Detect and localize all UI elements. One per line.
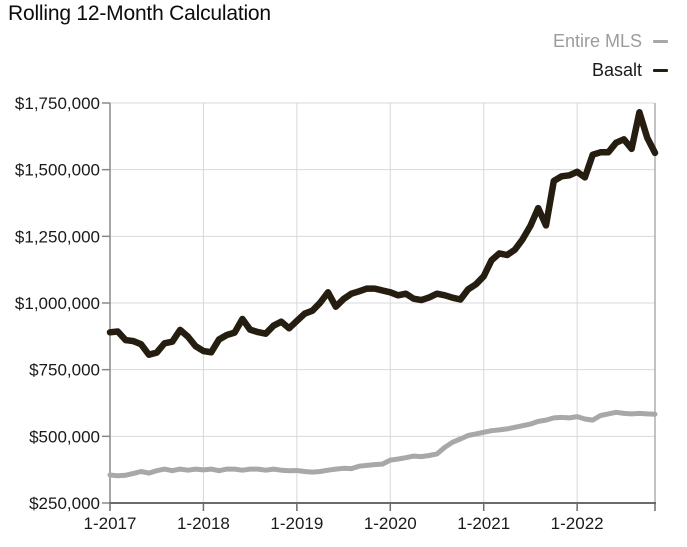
legend-item-entire-mls: Entire MLS [553,29,668,53]
y-tick-label: $1,000,000 [15,294,100,313]
chart-title: Rolling 12-Month Calculation [8,2,271,25]
y-tick-label: $500,000 [29,427,100,446]
x-tick-label: 1-2020 [364,514,417,533]
x-tick-label: 1-2019 [270,514,323,533]
legend-item-basalt: Basalt [553,58,668,82]
legend-dash-basalt-icon [653,68,668,72]
y-tick-label: $250,000 [29,494,100,513]
x-tick-label: 1-2017 [84,514,137,533]
x-tick-label: 1-2018 [177,514,230,533]
legend: Entire MLS Basalt [553,29,668,87]
series-line-entire-mls [107,409,658,479]
x-tick-label: 1-2022 [551,514,604,533]
legend-dash-entire-mls-icon [653,39,668,43]
y-tick-label: $750,000 [29,361,100,380]
legend-label-entire-mls: Entire MLS [552,30,642,51]
y-tick-label: $1,500,000 [15,161,100,180]
series-line-basalt [106,109,659,358]
y-tick-label: $1,750,000 [15,94,100,113]
y-tick-label: $1,250,000 [15,227,100,246]
x-tick-label: 1-2021 [457,514,510,533]
legend-label-basalt: Basalt [591,59,642,80]
